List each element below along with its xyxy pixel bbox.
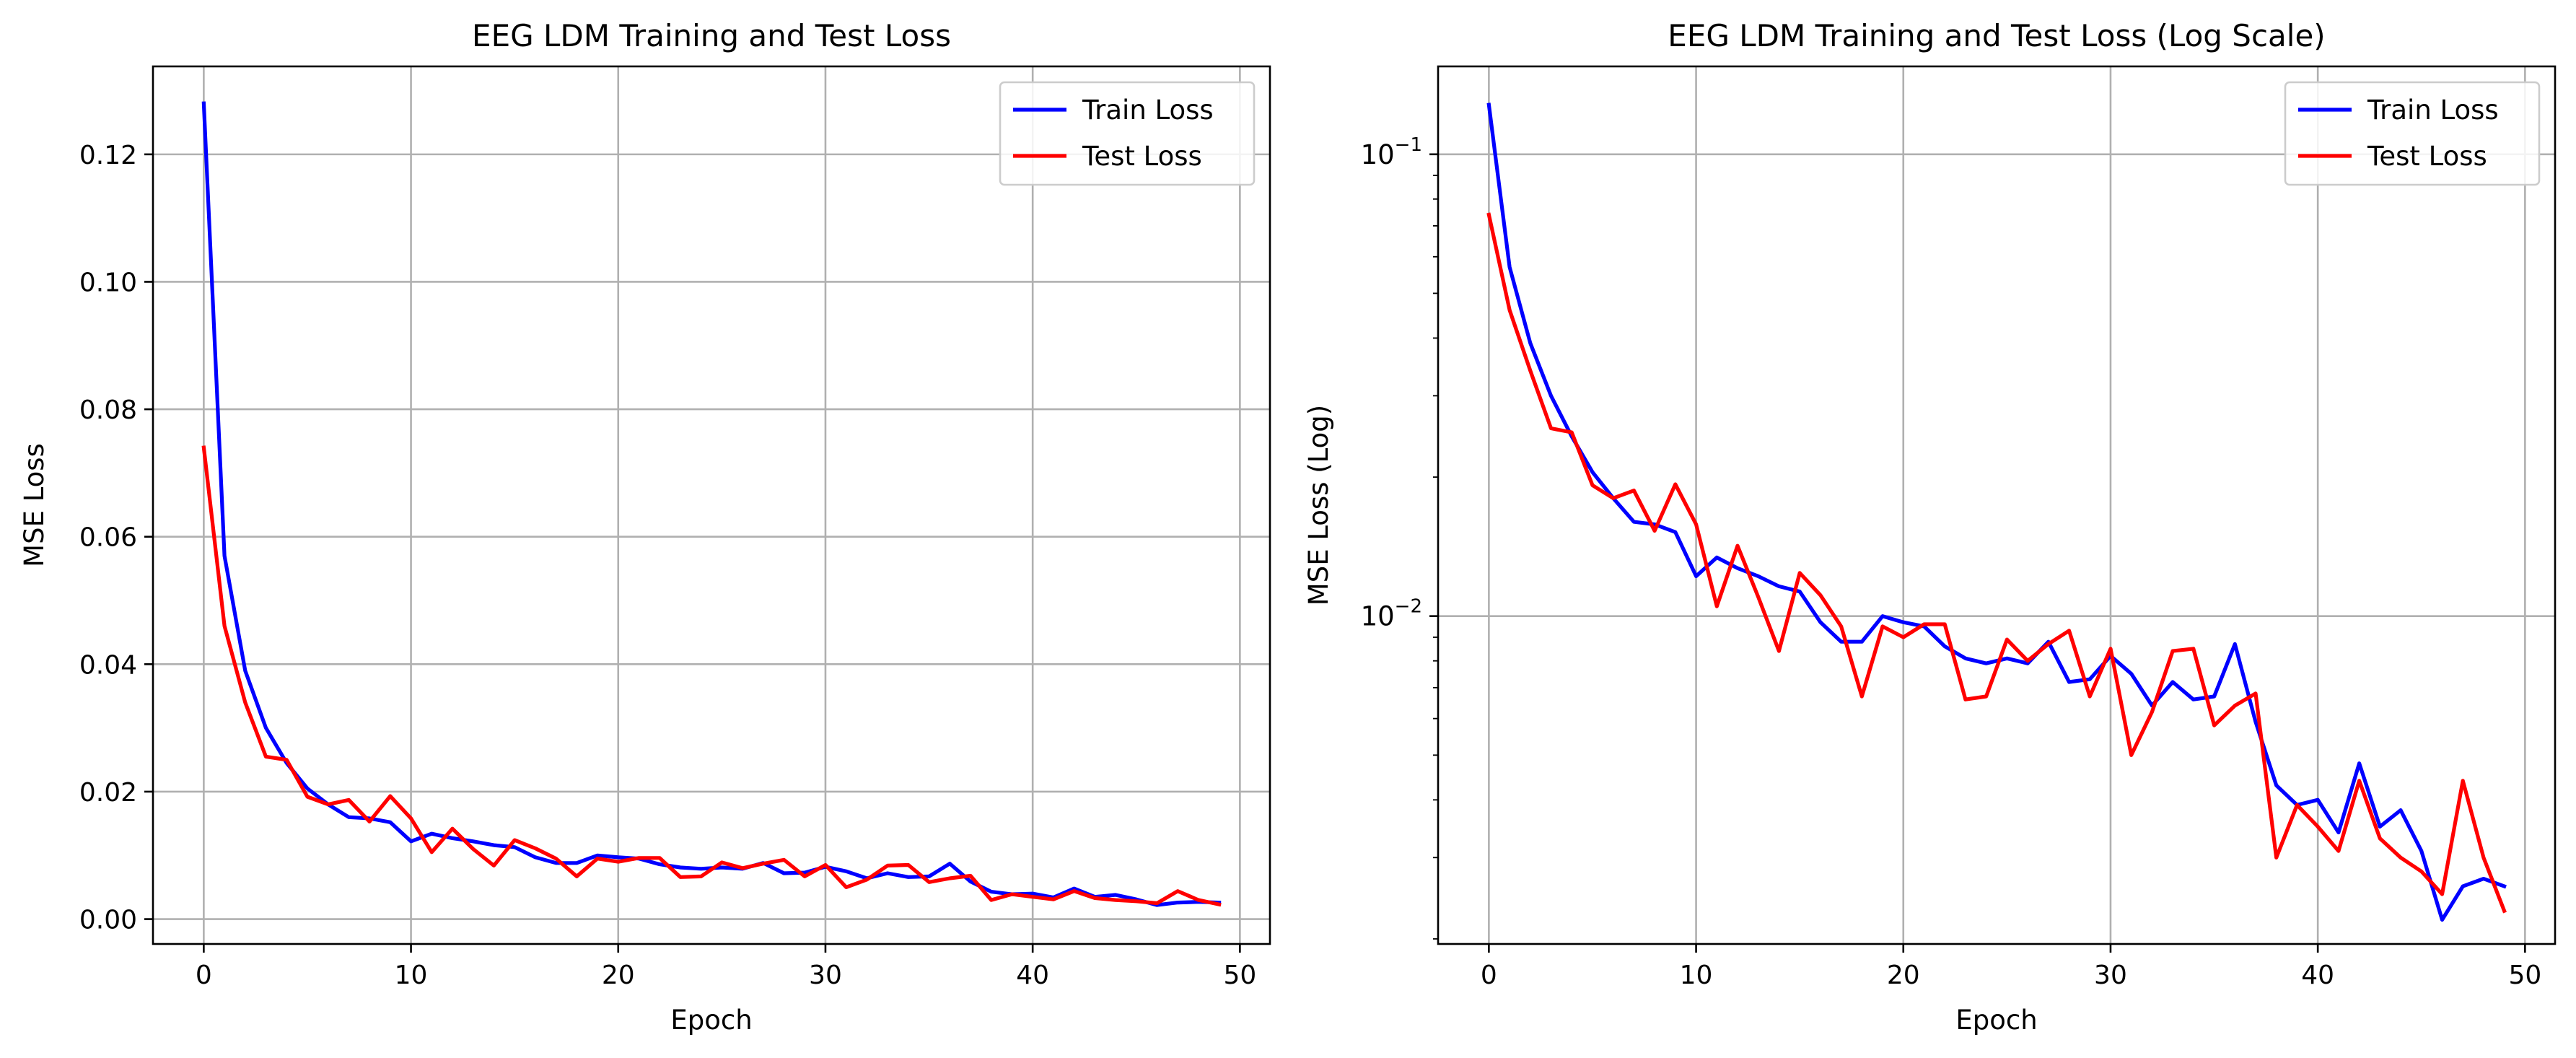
y-tick-exponent: −2 [1395,596,1422,618]
x-tick-label: 30 [809,961,842,990]
y-tick-label: 0.02 [79,778,137,808]
x-axis-label: Epoch [670,1005,752,1036]
train-loss-line [1486,102,2507,922]
test-loss-line [201,445,1222,907]
x-tick-label: 20 [1887,961,1920,990]
y-tick-label: 10−2 [1361,596,1422,632]
x-tick-label: 10 [1680,961,1713,990]
x-tick-label: 10 [395,961,428,990]
y-tick-label: 0.12 [79,141,137,170]
chart-title: EEG LDM Training and Test Loss (Log Scal… [1668,18,2325,53]
y-axis-label: MSE Loss [19,443,50,567]
x-tick-label: 40 [2301,961,2334,990]
legend: Train Loss Test Loss [2284,81,2541,186]
x-tick-label: 0 [1481,961,1497,990]
test-legend-label: Test Loss [2367,141,2487,172]
x-tick-label: 40 [1016,961,1049,990]
y-tick-base: 10 [1361,601,1395,632]
y-tick-label: 0.04 [79,650,137,680]
train-legend-label: Train Loss [2367,95,2499,126]
y-tick-base: 10 [1361,139,1395,170]
y-tick-label: 10−1 [1361,134,1422,170]
x-tick-label: 20 [602,961,635,990]
plot-frame [1437,65,2557,945]
x-tick-label: 50 [1223,961,1256,990]
y-tick-label: 0.00 [79,906,137,935]
y-axis-label: MSE Loss (Log) [1303,405,1334,605]
x-tick-label: 0 [196,961,212,990]
y-tick-exponent: −1 [1395,134,1422,156]
left-chart: 0 10 20 30 40 50 0.00 0.02 0.04 0.06 0.08 0.10 0.12 E… [19,18,1271,1036]
test-loss-line [1486,212,2507,914]
x-axis-label: Epoch [1955,1005,2037,1036]
y-tick-label: 0.06 [79,523,137,553]
train-loss-line [201,101,1222,907]
test-legend-label: Test Loss [1082,141,1202,172]
chart-title: EEG LDM Training and Test Loss [472,18,951,53]
y-tick-label: 0.10 [79,268,137,297]
train-legend-label: Train Loss [1082,95,1214,126]
x-tick-label: 50 [2508,961,2541,990]
y-tick-label: 0.08 [79,395,137,425]
x-tick-label: 30 [2094,961,2127,990]
legend: Train Loss Test Loss [999,81,1256,186]
plot-frame [152,65,1271,945]
